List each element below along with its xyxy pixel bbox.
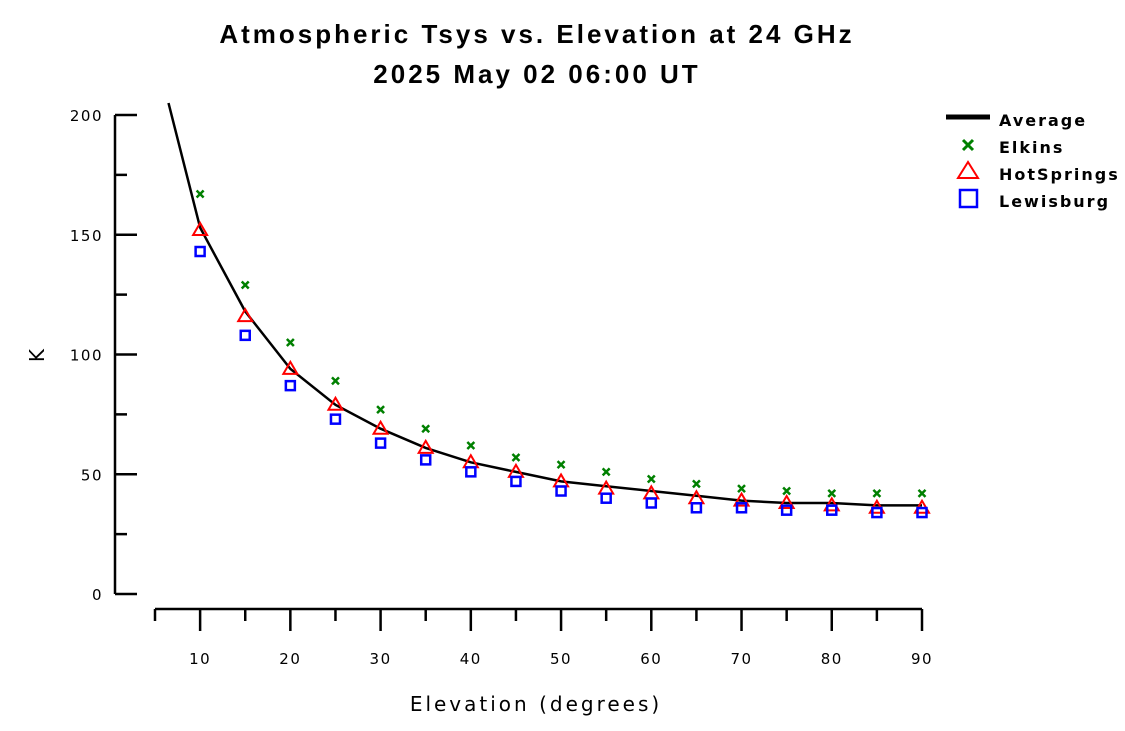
point-elkins — [511, 453, 521, 462]
point-lewisburg — [780, 504, 793, 516]
point-hotsprings — [236, 307, 254, 323]
point-elkins — [466, 441, 476, 450]
point-hotsprings — [823, 496, 841, 512]
point-lewisburg — [239, 329, 251, 342]
x-tick-label: 10 — [189, 650, 211, 668]
legend-label-average: Average — [999, 111, 1087, 130]
point-lewisburg — [555, 485, 567, 497]
chart-subtitle: 2025 May 02 06:00 UT — [373, 59, 700, 89]
point-lewisburg — [735, 502, 748, 514]
legend-swatch-lewisburg — [958, 188, 979, 209]
x-axis-label: Elevation (degrees) — [410, 692, 662, 716]
x-tick-label: 70 — [730, 650, 752, 668]
point-elkins — [917, 489, 927, 498]
y-tick-label: 100 — [70, 347, 103, 365]
x-tick-label: 40 — [460, 650, 482, 668]
plot-area: 0 50 100 150 200 10 20 30 40 50 60 70 80 90 — [70, 102, 933, 668]
point-lewisburg — [510, 475, 522, 488]
point-lewisburg — [916, 506, 928, 519]
point-hotsprings — [732, 491, 751, 507]
point-hotsprings — [371, 419, 390, 435]
point-elkins — [240, 280, 250, 290]
series-line-average — [167, 102, 922, 507]
point-lewisburg — [690, 502, 703, 514]
point-lewisburg — [374, 437, 387, 449]
y-axis-label: K — [25, 346, 49, 362]
point-lewisburg — [600, 492, 612, 504]
point-elkins — [556, 460, 566, 470]
point-lewisburg — [284, 379, 297, 392]
x-tick-label: 80 — [821, 650, 843, 668]
point-hotsprings — [868, 498, 886, 514]
point-hotsprings — [281, 359, 300, 375]
legend-label-lewisburg: Lewisburg — [999, 192, 1110, 211]
point-elkins — [285, 338, 295, 347]
legend-swatch-hotsprings — [956, 160, 980, 179]
y-tick-label: 150 — [70, 227, 103, 245]
legend-label-hotsprings: HotSprings — [999, 165, 1120, 184]
point-elkins — [421, 424, 431, 434]
point-lewisburg — [465, 466, 477, 478]
point-lewisburg — [194, 245, 206, 258]
x-tick-label: 90 — [911, 650, 933, 668]
legend-swatch-elkins — [961, 138, 975, 152]
point-hotsprings — [191, 220, 209, 236]
point-hotsprings — [777, 494, 796, 509]
y-tick-label: 0 — [92, 586, 103, 604]
x-tick-label: 60 — [640, 650, 662, 668]
x-tick-label: 20 — [279, 650, 301, 668]
point-elkins — [376, 405, 385, 414]
point-elkins — [782, 486, 792, 496]
y-tick-label: 200 — [70, 107, 103, 125]
point-elkins — [646, 474, 656, 484]
point-lewisburg — [329, 413, 342, 425]
legend: Average Elkins HotSprings Lewisburg — [946, 111, 1120, 211]
x-tick-label: 50 — [550, 650, 572, 668]
y-tick-label: 50 — [81, 466, 103, 484]
point-lewisburg — [645, 497, 658, 509]
point-lewisburg — [871, 506, 883, 519]
point-elkins — [692, 479, 701, 489]
point-elkins — [737, 484, 746, 494]
legend-label-elkins: Elkins — [999, 138, 1064, 157]
point-elkins — [195, 189, 205, 199]
point-lewisburg — [826, 504, 838, 516]
x-tick-label: 30 — [370, 650, 392, 668]
point-elkins — [601, 467, 611, 477]
point-elkins — [872, 489, 882, 498]
point-lewisburg — [419, 454, 432, 466]
point-hotsprings — [416, 438, 435, 454]
point-elkins — [827, 489, 837, 498]
chart-title: Atmospheric Tsys vs. Elevation at 24 GHz — [219, 19, 854, 49]
point-hotsprings — [326, 395, 345, 411]
point-elkins — [331, 376, 340, 386]
point-hotsprings — [913, 498, 931, 514]
